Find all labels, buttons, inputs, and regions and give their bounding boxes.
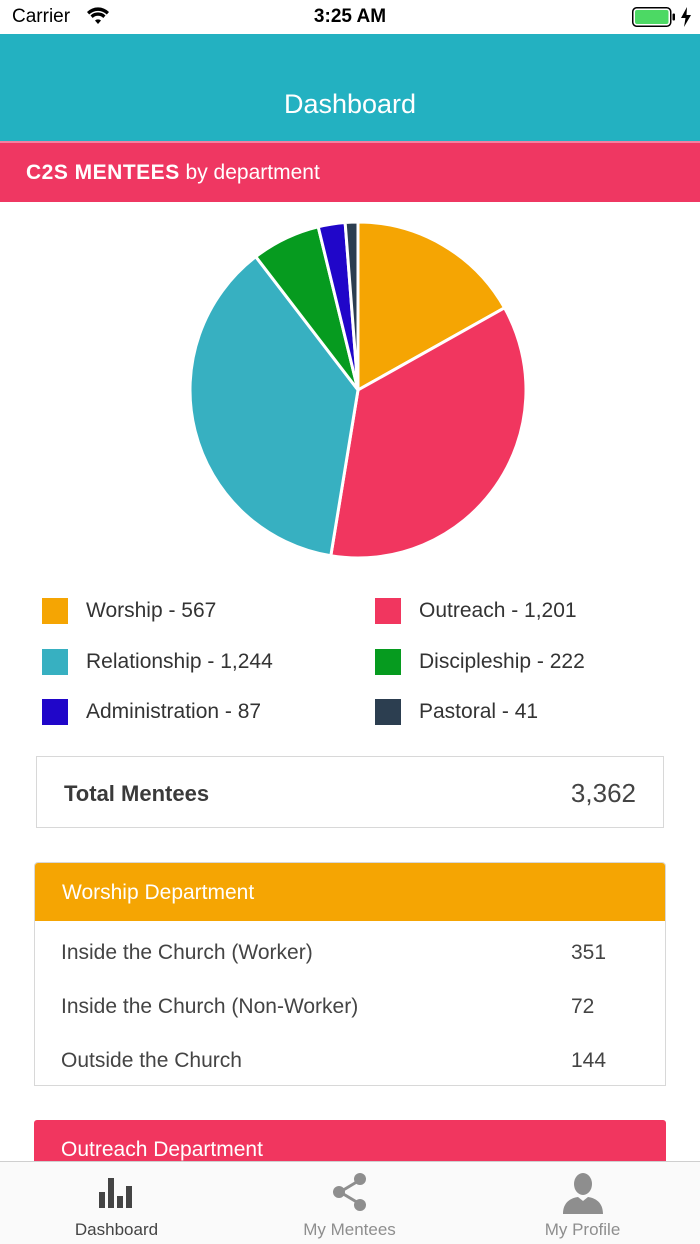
table-row: Inside the Church (Worker) 351 xyxy=(35,925,665,979)
battery-icon xyxy=(632,7,675,27)
wifi-icon xyxy=(87,7,109,24)
charging-bolt-icon xyxy=(681,7,691,27)
status-time: 3:25 AM xyxy=(313,6,387,27)
row-value: 144 xyxy=(571,1049,607,1072)
total-mentees-label: Total Mentees xyxy=(64,781,210,806)
bar-chart-icon xyxy=(98,1178,132,1208)
app-header: Dashboard xyxy=(0,34,700,141)
pie-slice-pastoral xyxy=(343,220,360,392)
carrier-label: Carrier xyxy=(12,6,71,27)
banner-title: C2S MENTEES xyxy=(26,161,180,184)
row-label: Outside the Church xyxy=(61,1049,242,1072)
pie-slice-outreach xyxy=(329,306,528,560)
total-mentees-value: 3,362 xyxy=(570,778,636,808)
pie-slice-relationship xyxy=(188,255,360,558)
legend-swatch-pastoral xyxy=(375,699,401,725)
legend-swatch-discipleship xyxy=(375,649,401,675)
row-value: 72 xyxy=(571,995,595,1018)
legend-label-outreach: Outreach - 1,201 xyxy=(419,599,577,622)
worship-department-header[interactable]: Worship Department xyxy=(35,863,665,921)
legend-item-relationship: Relationship - 1,244 xyxy=(42,647,273,677)
share-icon xyxy=(332,1173,366,1211)
tab-label: Dashboard xyxy=(74,1220,159,1239)
tab-dashboard[interactable]: Dashboard xyxy=(0,1162,233,1244)
legend-swatch-outreach xyxy=(375,598,401,624)
tab-my-mentees[interactable]: My Mentees xyxy=(233,1162,466,1244)
tab-label: My Mentees xyxy=(303,1220,396,1239)
legend-label-administration: Administration - 87 xyxy=(86,700,262,723)
person-icon xyxy=(562,1173,603,1214)
legend-item-outreach: Outreach - 1,201 xyxy=(375,596,577,626)
table-row: Outside the Church 144 xyxy=(35,1033,665,1087)
legend-item-discipleship: Discipleship - 222 xyxy=(375,647,585,677)
pie-slice-worship xyxy=(356,220,507,392)
legend-swatch-relationship xyxy=(42,649,68,675)
legend-item-worship: Worship - 567 xyxy=(42,596,216,626)
legend-label-relationship: Relationship - 1,244 xyxy=(86,650,273,673)
row-label: Inside the Church (Non-Worker) xyxy=(61,995,359,1018)
tab-bar: Dashboard My Mentees My Profile xyxy=(0,1161,700,1244)
section-banner: C2S MENTEES by department xyxy=(0,141,700,202)
legend-swatch-worship xyxy=(42,598,68,624)
mentees-pie-chart xyxy=(188,220,528,560)
legend-label-worship: Worship - 567 xyxy=(86,599,217,622)
table-row: Inside the Church (Non-Worker) 72 xyxy=(35,979,665,1033)
tab-my-profile[interactable]: My Profile xyxy=(466,1162,699,1244)
status-bar: Carrier 3:25 AM xyxy=(0,0,700,34)
row-label: Inside the Church (Worker) xyxy=(61,941,313,964)
legend-swatch-administration xyxy=(42,699,68,725)
legend-label-pastoral: Pastoral - 41 xyxy=(419,700,539,723)
banner-subtitle: by department xyxy=(179,161,320,184)
tab-label: My Profile xyxy=(544,1220,621,1239)
legend-label-discipleship: Discipleship - 222 xyxy=(419,650,585,673)
legend-item-administration: Administration - 87 xyxy=(42,697,261,727)
total-mentees-card: Total Mentees 3,362 xyxy=(36,756,664,828)
row-value: 351 xyxy=(571,941,607,964)
page-title: Dashboard xyxy=(283,89,417,119)
worship-department-card[interactable]: Worship Department Inside the Church (Wo… xyxy=(34,862,666,1086)
legend-item-pastoral: Pastoral - 41 xyxy=(375,697,538,727)
